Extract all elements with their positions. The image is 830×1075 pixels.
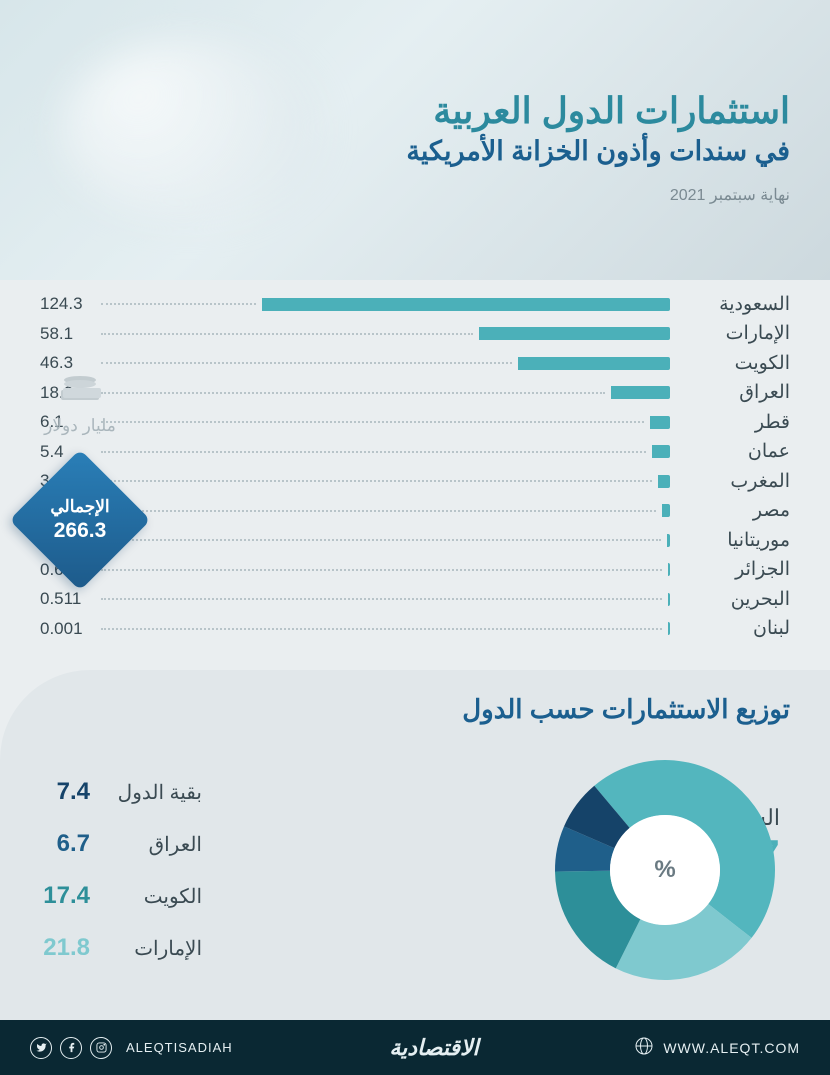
footer-url-block: WWW.ALEQT.COM xyxy=(635,1037,800,1058)
title-date: نهاية سبتمبر 2021 xyxy=(406,185,790,205)
total-label: الإجمالي xyxy=(50,497,109,517)
legend-value: 7.4 xyxy=(40,778,90,806)
bar-label: المغرب xyxy=(670,470,790,493)
header-titles: استثمارات الدول العربية في سندات وأذون ا… xyxy=(406,90,790,205)
bar-value: 58.1 xyxy=(40,324,95,344)
legend-label: الإمارات xyxy=(102,936,202,961)
unit-block: مليار دولار xyxy=(25,370,135,436)
footer-url: WWW.ALEQT.COM xyxy=(663,1040,800,1056)
legend-item: الإمارات 21.8 xyxy=(40,934,202,962)
donut-section: توزيع الاستثمارات حسب الدول السعودية 46.… xyxy=(0,670,830,1020)
bar-label: الكويت xyxy=(670,352,790,375)
bar-fill xyxy=(479,327,670,340)
legend-label: بقية الدول xyxy=(102,780,202,805)
legend-label: الكويت xyxy=(102,884,202,909)
donut-center-symbol: % xyxy=(654,856,675,884)
bar-label: العراق xyxy=(670,381,790,404)
bar-row: مصر2.3 xyxy=(40,497,790,525)
donut-chart: % xyxy=(540,745,790,995)
bar-dots xyxy=(101,598,662,600)
bar-label: قطر xyxy=(670,411,790,434)
bar-dots xyxy=(101,362,512,364)
facebook-icon xyxy=(60,1037,82,1059)
bar-dots xyxy=(101,480,652,482)
title-main: استثمارات الدول العربية xyxy=(406,90,790,132)
unit-label: مليار دولار xyxy=(25,416,135,436)
bar-dots xyxy=(101,510,656,512)
bar-dots xyxy=(101,569,662,571)
bar-row: الجزائر0.681 xyxy=(40,556,790,584)
bar-row: البحرين0.511 xyxy=(40,585,790,613)
bar-row: السعودية 124.3 xyxy=(40,290,790,318)
bar-fill xyxy=(668,593,670,606)
globe-icon xyxy=(635,1037,653,1058)
legend-item: العراق 6.7 xyxy=(40,830,202,858)
total-badge: الإجمالي 266.3 xyxy=(20,470,140,600)
bar-row: لبنان 0.001 xyxy=(40,615,790,643)
bar-row: العراق18.0 xyxy=(40,379,790,407)
bar-fill xyxy=(668,622,670,635)
bar-row: قطر6.1 xyxy=(40,408,790,436)
bar-fill xyxy=(652,445,670,458)
bar-dots xyxy=(101,303,256,305)
title-sub: في سندات وأذون الخزانة الأمريكية xyxy=(406,136,790,167)
bar-row: الإمارات 58.1 xyxy=(40,320,790,348)
legend-item: بقية الدول 7.4 xyxy=(40,778,202,806)
legend-value: 21.8 xyxy=(40,934,90,962)
bar-fill xyxy=(662,504,670,517)
bar-dots xyxy=(101,333,473,335)
bar-fill xyxy=(611,386,670,399)
bar-track: 0.001 xyxy=(40,619,670,639)
bar-label: البحرين xyxy=(670,588,790,611)
twitter-icon xyxy=(30,1037,52,1059)
bar-chart: السعودية124.3الإمارات58.1الكويت46.3العرا… xyxy=(40,290,790,650)
bar-row: عمان5.4 xyxy=(40,438,790,466)
bar-dots xyxy=(101,451,646,453)
footer-social: ALEQTISADIAH xyxy=(30,1037,233,1059)
bar-label: عمان xyxy=(670,440,790,463)
total-value: 266.3 xyxy=(54,519,107,543)
donut-title: توزيع الاستثمارات حسب الدول xyxy=(40,694,790,725)
hero-banner: استثمارات الدول العربية في سندات وأذون ا… xyxy=(0,0,830,280)
instagram-icon xyxy=(90,1037,112,1059)
bar-label: الإمارات xyxy=(670,322,790,345)
legend-item: الكويت 17.4 xyxy=(40,882,202,910)
bar-label: مصر xyxy=(670,499,790,522)
bar-dots xyxy=(101,392,605,394)
bar-dots xyxy=(101,539,661,541)
bar-fill xyxy=(667,534,670,547)
bar-value: 0.001 xyxy=(40,619,95,639)
bar-label: الجزائر xyxy=(670,558,790,581)
bar-row: الكويت46.3 xyxy=(40,349,790,377)
footer-logo: الاقتصادية xyxy=(389,1035,478,1061)
footer-handle: ALEQTISADIAH xyxy=(126,1040,233,1055)
donut-legend: بقية الدول 7.4 العراق 6.7 الكويت 17.4 الإمارات… xyxy=(40,778,202,962)
bar-label: موريتانيا xyxy=(670,529,790,552)
bar-fill xyxy=(658,475,670,488)
bar-dots xyxy=(101,628,662,630)
legend-value: 6.7 xyxy=(40,830,90,858)
bar-fill xyxy=(650,416,670,429)
bar-track: 124.3 xyxy=(40,294,670,314)
bar-label: لبنان xyxy=(670,617,790,640)
bar-row: موريتانيا0.930 xyxy=(40,526,790,554)
bar-row: المغرب3.8 xyxy=(40,467,790,495)
money-icon xyxy=(25,370,135,412)
bar-track: 58.1 xyxy=(40,324,670,344)
bar-dots xyxy=(101,421,644,423)
bar-value: 124.3 xyxy=(40,294,95,314)
bar-fill xyxy=(262,298,670,311)
bar-label: السعودية xyxy=(670,293,790,316)
legend-label: العراق xyxy=(102,832,202,857)
bar-fill xyxy=(518,357,670,370)
footer: WWW.ALEQT.COM الاقتصادية ALEQTISADIAH xyxy=(0,1020,830,1075)
bar-fill xyxy=(668,563,670,576)
bar-track: 5.4 xyxy=(40,442,670,462)
legend-value: 17.4 xyxy=(40,882,90,910)
